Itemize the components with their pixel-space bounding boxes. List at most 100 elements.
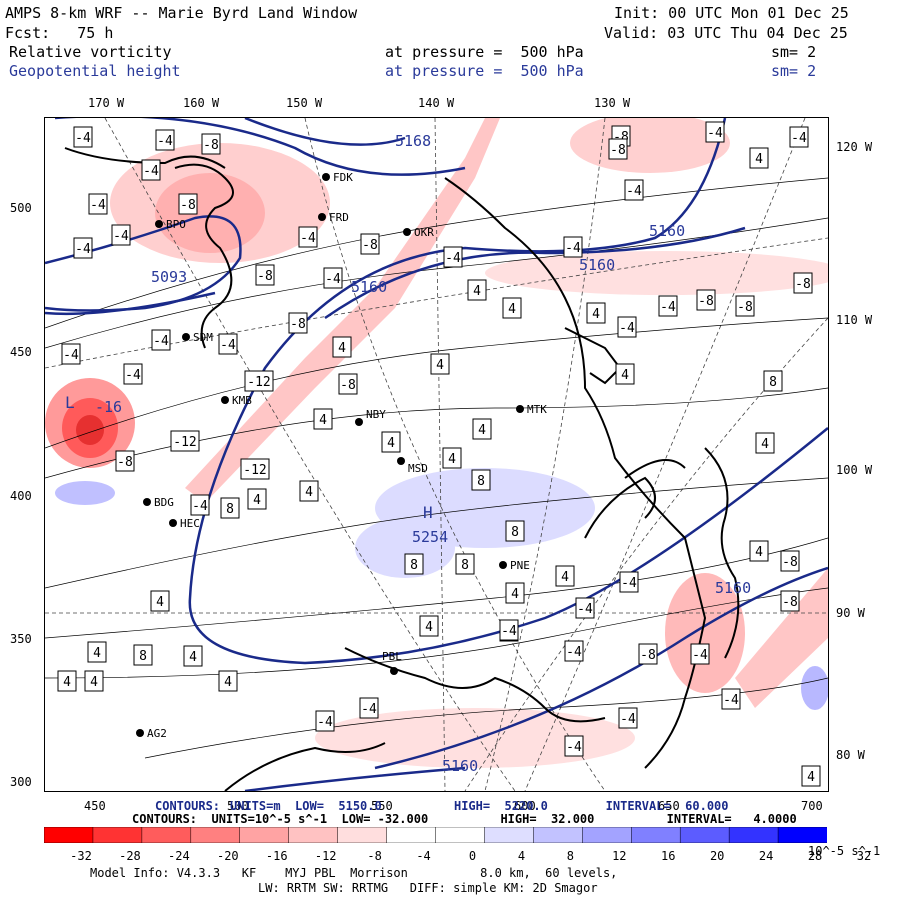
vort-label: -4 bbox=[445, 251, 461, 266]
valid-time: Valid: 03 UTC Thu 04 Dec 25 bbox=[604, 24, 848, 42]
right-lon-label: 100 W bbox=[836, 463, 873, 477]
field2-level: at pressure = 500 hPa bbox=[385, 62, 584, 80]
vort-label: -8 bbox=[610, 143, 626, 158]
vorticity-contours bbox=[45, 177, 828, 759]
vort-label: -8 bbox=[290, 317, 306, 332]
vort-label: 8 bbox=[226, 502, 234, 517]
vort-label: 4 bbox=[561, 570, 569, 585]
vort-label: -4 bbox=[75, 242, 91, 257]
vort-label: 4 bbox=[755, 152, 763, 167]
field1-smoothing: sm= 2 bbox=[771, 43, 817, 61]
plot-title: AMPS 8-km WRF -- Marie Byrd Land Window bbox=[5, 4, 358, 22]
vort-label: -4 bbox=[220, 338, 236, 353]
colorbar-label: -12 bbox=[314, 849, 337, 863]
vort-label: -4 bbox=[692, 648, 708, 663]
right-lon-label: 120 W bbox=[836, 140, 873, 154]
left-y-label: 450 bbox=[10, 345, 32, 359]
vort-label: 4 bbox=[511, 587, 519, 602]
vort-label: -4 bbox=[157, 134, 173, 149]
vort-label: -4 bbox=[192, 499, 208, 514]
vort-label: -4 bbox=[361, 702, 377, 717]
colorbar-label: 12 bbox=[612, 849, 627, 863]
vort-label: 4 bbox=[755, 545, 763, 560]
bottom-x-label: 550 bbox=[371, 799, 393, 813]
vort-label: -4 bbox=[565, 241, 581, 256]
vort-label: -8 bbox=[782, 555, 798, 570]
vort-label: -4 bbox=[566, 740, 582, 755]
contour-info-vorticity: CONTOURS: UNITS=10^-5 s^-1 LOW= -32.000 … bbox=[132, 812, 797, 826]
height-label: 5160 bbox=[442, 757, 478, 775]
right-lon-label: 80 W bbox=[836, 748, 865, 762]
vort-label: -4 bbox=[577, 602, 593, 617]
vort-label: 8 bbox=[511, 525, 519, 540]
colorbar-label: 20 bbox=[709, 849, 725, 863]
vort-label: -4 bbox=[113, 229, 129, 244]
vort-label: 4 bbox=[338, 341, 346, 356]
station-label: MSD bbox=[408, 462, 428, 475]
init-time: Init: 00 UTC Mon 01 Dec 25 bbox=[614, 4, 849, 22]
height-label: 5160 bbox=[351, 278, 387, 296]
low-symbol: L bbox=[65, 393, 75, 412]
right-lon-label: 110 W bbox=[836, 313, 873, 327]
station-label: AG2 bbox=[147, 727, 167, 740]
colorbar-label: 16 bbox=[661, 849, 676, 863]
colorbar-swatch bbox=[337, 827, 388, 843]
vort-label: -4 bbox=[300, 231, 316, 246]
vort-label: 4 bbox=[305, 485, 313, 500]
map-panel: FDK FRD BPO SDM KMB NBY MTK MSD BDG HEC … bbox=[44, 117, 829, 792]
high-value: 5254 bbox=[412, 528, 448, 546]
colorbar-swatch bbox=[582, 827, 632, 843]
top-lon-label: 150 W bbox=[286, 96, 323, 110]
colorbar-label: -16 bbox=[265, 849, 288, 863]
vort-label: 4 bbox=[63, 675, 71, 690]
vort-label: -4 bbox=[566, 645, 582, 660]
vort-label: -4 bbox=[317, 715, 333, 730]
colorbar-swatch bbox=[44, 827, 94, 843]
map-svg: FDK FRD BPO SDM KMB NBY MTK MSD BDG HEC … bbox=[45, 118, 828, 791]
vort-label: -4 bbox=[125, 368, 141, 383]
vort-label: 4 bbox=[425, 620, 433, 635]
station-label: FDK bbox=[333, 171, 353, 184]
vort-label: 4 bbox=[224, 675, 232, 690]
height-label: 5160 bbox=[649, 222, 685, 240]
vort-label: 4 bbox=[253, 493, 261, 508]
field2-smoothing: sm= 2 bbox=[771, 62, 817, 80]
vort-label: 8 bbox=[410, 558, 418, 573]
vort-label: -4 bbox=[153, 334, 169, 349]
station-markers bbox=[136, 173, 524, 737]
vort-label: -4 bbox=[501, 624, 517, 639]
contour-info-height: UNITS=m LOW= 5150.0 HIGH= 5220.0 INTERVA… bbox=[230, 799, 729, 813]
vort-label: -8 bbox=[117, 455, 133, 470]
colorbar-swatch bbox=[533, 827, 584, 843]
bottom-x-label: 650 bbox=[658, 799, 680, 813]
station-label: BPO bbox=[166, 218, 186, 231]
colorbar-swatch bbox=[679, 827, 730, 843]
colorbar-swatch bbox=[386, 827, 437, 843]
colorbar-label: -4 bbox=[416, 849, 431, 863]
station-label: SDM bbox=[193, 331, 213, 344]
vort-label: -4 bbox=[143, 164, 159, 179]
vort-label: -4 bbox=[723, 693, 739, 708]
colorbar-label: 28 bbox=[807, 849, 823, 863]
physics-info: LW: RRTM SW: RRTMG DIFF: simple KM: 2D S… bbox=[258, 881, 598, 895]
vort-label: -8 bbox=[698, 294, 714, 309]
colorbar-swatch bbox=[92, 827, 143, 843]
height-label: 5160 bbox=[579, 256, 615, 274]
top-lon-label: 140 W bbox=[418, 96, 455, 110]
station-label: PNE bbox=[510, 559, 530, 572]
vort-label: -8 bbox=[362, 238, 378, 253]
vorticity-shading bbox=[45, 118, 828, 768]
vort-label: 4 bbox=[473, 284, 481, 299]
vort-box-labels: -4 -4 -8 -4 -4 -8 -4 -4 -4 -8 -8 -4 -8 -… bbox=[57, 121, 821, 787]
station-label: OKR bbox=[414, 226, 434, 239]
colorbar-swatch bbox=[190, 827, 241, 843]
vort-label: 4 bbox=[761, 437, 769, 452]
station-label: PBL bbox=[382, 650, 402, 663]
vort-label: -8 bbox=[340, 378, 356, 393]
bottom-x-label: 700 bbox=[801, 799, 823, 813]
colorbar-label: -32 bbox=[70, 849, 92, 863]
colorbar-labels: -32 -28 -24 -20 -16 -12 -8 -4 0 4 8 12 16 20 24 28 32 bbox=[44, 846, 871, 863]
vort-label: 4 bbox=[807, 770, 815, 785]
vort-label: 4 bbox=[448, 452, 456, 467]
station-label: NBY bbox=[366, 408, 386, 421]
